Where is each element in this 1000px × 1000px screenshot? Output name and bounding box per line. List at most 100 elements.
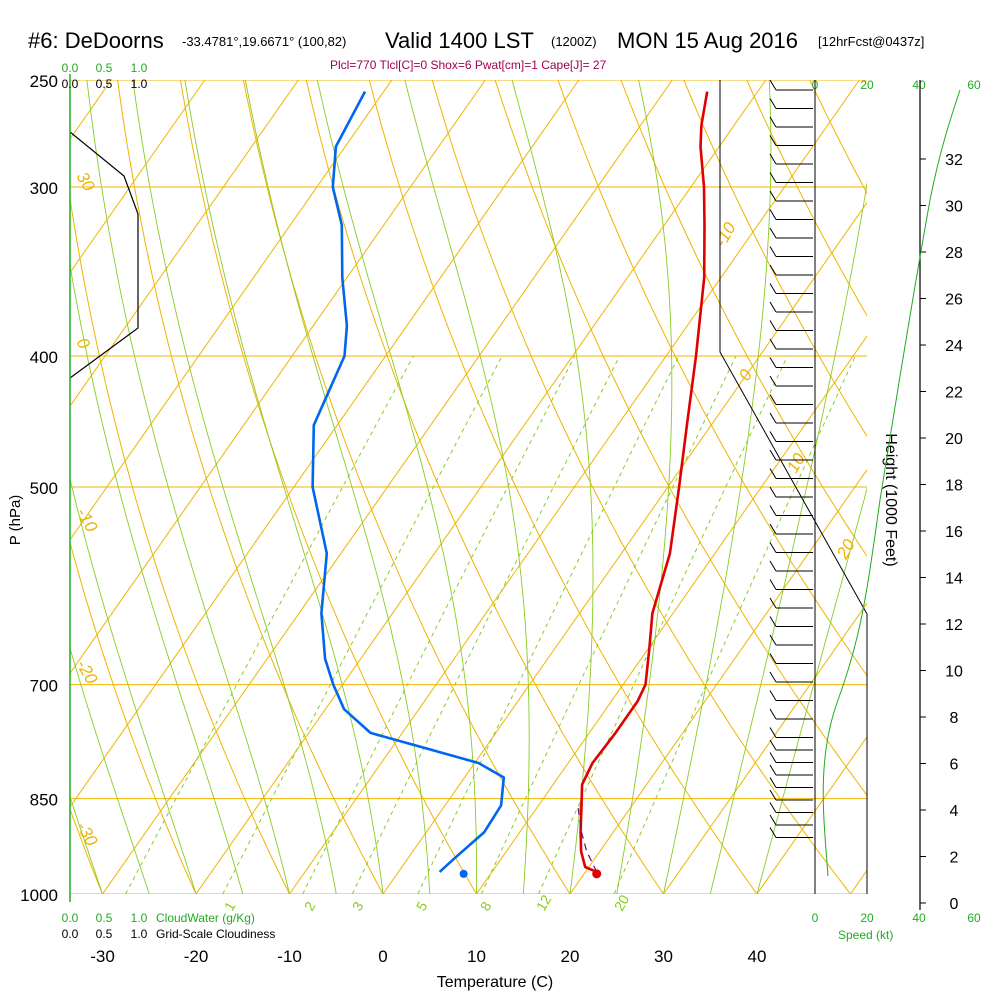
cloudiness-profile [70, 131, 139, 379]
wind-barb [769, 542, 813, 553]
pressure-tick-label: 700 [30, 677, 58, 696]
wind-barb [769, 375, 813, 387]
wind-barb-flag [769, 827, 777, 838]
wind-barb-flag [769, 727, 777, 738]
wind-barb [769, 449, 813, 461]
dry-adiabat-label: -20 [73, 657, 102, 688]
wind-barb-flag [769, 560, 777, 572]
wind-barb [769, 777, 813, 788]
wind-barb [769, 764, 813, 776]
station-coords: -33.4781°,19.6671° (100,82) [182, 34, 347, 49]
temperature-tick-label: 0 [378, 947, 387, 966]
wind-barb [769, 579, 813, 590]
height-tick-label: 6 [950, 757, 959, 774]
wind-barb-flag [769, 320, 777, 331]
temperature-tick-label: -20 [184, 947, 209, 966]
wind-barb-flag [769, 690, 777, 701]
height-axis-title: Height (1000 Feet) [882, 433, 899, 566]
cloudwater-tick-label: 0.0 [62, 61, 79, 75]
wind-speed-tick-label: 60 [967, 911, 981, 925]
dry-adiabat-line [242, 80, 571, 894]
wind-barb-flag [769, 523, 777, 535]
dry-adiabat-label: -10 [73, 505, 102, 536]
dry-adiabat-line [368, 80, 758, 894]
height-tick-label: 2 [950, 850, 959, 867]
temperature-tick-label: -30 [90, 947, 115, 966]
wind-barb-flag [769, 301, 777, 313]
dry-adiabat-line [70, 540, 197, 894]
wind-barb [769, 98, 813, 109]
cloudiness-axis-title: Grid-Scale Cloudiness [156, 927, 275, 941]
cloudiness-tick-label: 0.0 [62, 77, 79, 91]
wind-barb [769, 79, 813, 91]
wind-barb-flag [769, 505, 777, 516]
height-tick-label: 8 [950, 710, 959, 727]
pressure-tick-label: 400 [30, 348, 58, 367]
wind-barb-flag [769, 764, 777, 776]
dry-adiabat-label: -30 [73, 819, 102, 850]
wind-barb [769, 752, 813, 763]
moist-adiabat-line [709, 181, 867, 894]
wind-barb [769, 653, 813, 664]
wind-barb-flag [769, 739, 777, 751]
height-tick-label: 20 [945, 431, 963, 448]
mixing-ratio-line [480, 355, 737, 894]
wind-barb-flag [769, 671, 777, 683]
dry-adiabat-line [70, 807, 103, 894]
wind-barb [769, 789, 813, 801]
dry-adiabat-line [557, 80, 867, 677]
height-tick-label: 14 [945, 571, 963, 588]
height-tick-label: 4 [950, 803, 959, 820]
mixing-ratio-line [222, 355, 503, 894]
wind-barb-flag [769, 802, 777, 813]
wind-speed-tick-label: 20 [860, 78, 874, 92]
wind-barb [769, 246, 813, 257]
wind-barb-flag [769, 227, 777, 239]
wind-barb-flag [769, 412, 777, 424]
wind-barb-flag [769, 79, 777, 91]
wind-barb [769, 560, 813, 572]
wind-barb-flag [769, 209, 777, 220]
wind-barb-flag [769, 116, 777, 128]
wind-barb [769, 209, 813, 220]
mixing-ratio-label: 5 [413, 899, 431, 914]
wind-barb-flag [769, 98, 777, 109]
wind-barb [769, 505, 813, 516]
wind-barb [769, 320, 813, 331]
cloudiness-tick-label: 0.0 [62, 927, 79, 941]
wind-barb-flag [769, 246, 777, 257]
wind-barb-flag [769, 431, 777, 442]
wind-barb-flag [769, 653, 777, 664]
wind-barb [769, 431, 813, 442]
wind-barb [769, 634, 813, 646]
wind-barb [769, 827, 813, 838]
dewpoint-profile [311, 90, 506, 873]
zulu-time: (1200Z) [551, 34, 597, 49]
dry-adiabat-label: -10 [711, 219, 740, 250]
cloudiness-tick-label: 1.0 [131, 927, 148, 941]
height-tick-label: 30 [945, 199, 963, 216]
temperature-tick-label: 10 [467, 947, 486, 966]
wind-barb [769, 708, 813, 720]
moist-adiabat-line [70, 476, 197, 894]
wind-speed-tick-label: 20 [860, 911, 874, 925]
height-tick-label: 10 [945, 664, 963, 681]
dry-adiabat-line [0, 80, 9, 894]
wind-barb-flag [769, 153, 777, 165]
wind-barb [769, 190, 813, 202]
wind-barb [769, 690, 813, 701]
surface-dewpoint-point [459, 869, 468, 878]
wind-barb-flag [769, 190, 777, 202]
cloudwater-tick-label: 0.0 [62, 911, 79, 925]
wind-barb-flag [769, 283, 777, 294]
wind-barb-flag [769, 338, 777, 350]
moist-adiabat-line [132, 80, 337, 894]
temperature-profile [579, 91, 709, 874]
wind-barb [769, 739, 813, 751]
height-tick-label: 32 [945, 152, 963, 169]
pressure-tick-label: 1000 [20, 886, 58, 905]
wind-barb-flag [769, 394, 777, 405]
mixing-ratio-label: 12 [533, 892, 555, 914]
dry-adiabat-line [494, 80, 867, 797]
